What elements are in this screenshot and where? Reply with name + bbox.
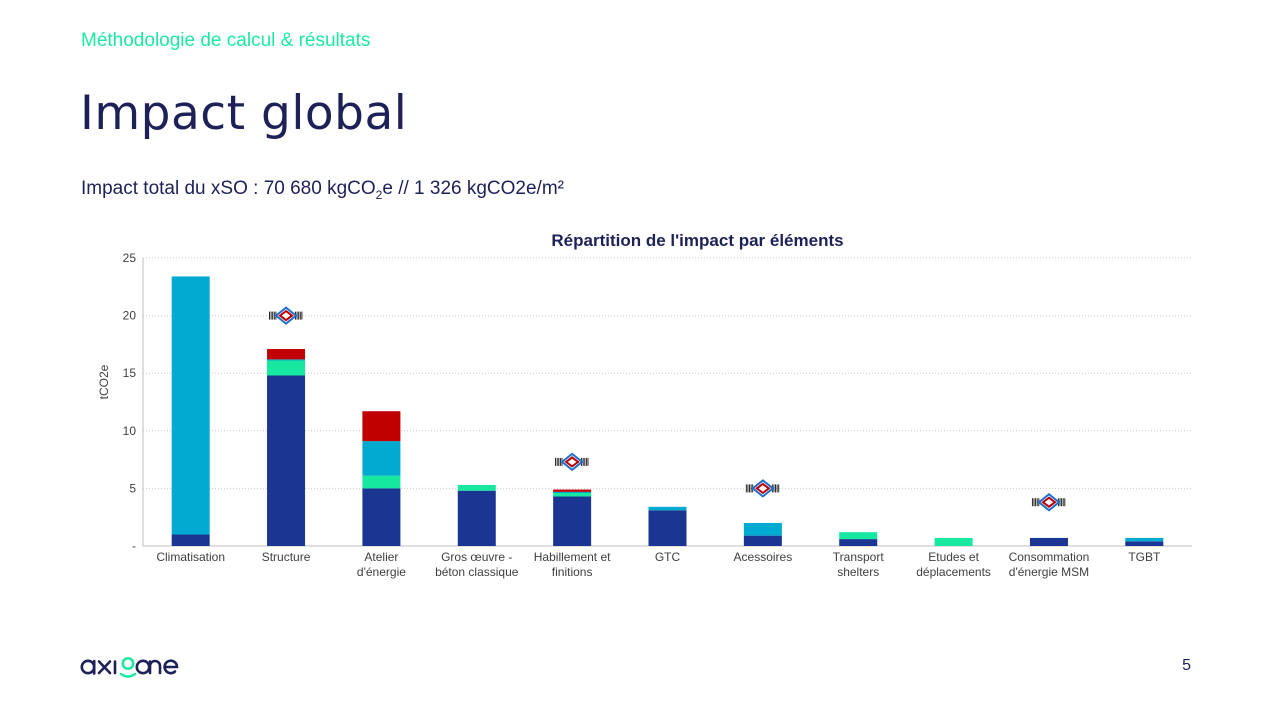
- page-title: Impact global: [80, 86, 408, 141]
- bar-segment: [553, 489, 592, 492]
- bar-segment: [457, 484, 496, 491]
- section-title: Méthodologie de calcul & résultats: [81, 30, 371, 51]
- x-tick-label: d'énergie MSM: [1009, 565, 1089, 579]
- bar-segment: [457, 490, 496, 546]
- y-tick-label: 10: [123, 424, 137, 438]
- chart-title: Répartition de l'impact par éléments: [551, 231, 843, 250]
- bar-segment: [267, 359, 306, 361]
- bar-segment: [839, 532, 878, 540]
- bar-segment: [553, 493, 592, 497]
- page-number: 5: [1182, 657, 1191, 674]
- x-tick-label: Habillement et: [534, 550, 611, 564]
- bar-segment: [267, 375, 306, 546]
- bar-segment: [553, 491, 592, 494]
- x-tick-label: finitions: [552, 565, 593, 579]
- x-tick-label: Etudes et: [928, 550, 979, 564]
- bar-segment: [648, 506, 687, 511]
- bar-segment: [1125, 537, 1164, 542]
- label-badge-icon: [269, 306, 303, 325]
- bar-segment: [743, 535, 782, 546]
- bar-segment: [171, 276, 210, 535]
- x-tick-label: Atelier: [364, 550, 398, 564]
- label-badge-icon: [745, 479, 780, 498]
- x-tick-label: Structure: [262, 550, 311, 564]
- x-tick-label: Climatisation: [156, 550, 225, 564]
- bar-segment: [553, 496, 592, 546]
- x-tick-label: Consommation: [1009, 550, 1090, 564]
- bar-segment: [648, 510, 687, 546]
- x-tick-label: Transport: [833, 550, 885, 564]
- bar-segment: [267, 349, 306, 360]
- x-tick-label: Gros œuvre -: [441, 550, 512, 564]
- bar-segment: [171, 534, 210, 546]
- impact-summary-prefix: Impact total du xSO : 70 680 kgCO: [81, 178, 376, 199]
- impact-summary: Impact total du xSO : 70 680 kgCO2e // 1…: [81, 178, 564, 202]
- y-tick-label: 5: [129, 481, 136, 495]
- y-tick-label: -: [132, 539, 136, 553]
- x-tick-label: GTC: [655, 550, 681, 564]
- x-tick-label: Acessoires: [734, 550, 793, 564]
- bar-segment: [934, 537, 973, 546]
- bar-segment: [743, 522, 782, 536]
- axione-logo: [80, 654, 180, 685]
- y-axis-label: tCO2e: [97, 364, 111, 399]
- impact-summary-subscript: 2: [375, 187, 383, 202]
- bar-segment: [839, 539, 878, 546]
- x-tick-label: béton classique: [435, 565, 519, 579]
- bar-segment: [362, 488, 401, 546]
- bar-segment: [362, 475, 401, 489]
- label-badge-icon: [555, 452, 589, 472]
- bar-segment: [1029, 537, 1068, 546]
- bar-segment: [267, 360, 306, 376]
- y-tick-label: 25: [123, 251, 137, 265]
- bar-segment: [362, 411, 401, 442]
- x-tick-label: shelters: [837, 565, 879, 579]
- x-tick-label: déplacements: [916, 565, 991, 579]
- axione-logo-mark: [80, 657, 179, 678]
- label-badge-icon: [1031, 492, 1066, 512]
- bar-segment: [362, 441, 401, 476]
- bar-segment: [1125, 541, 1164, 546]
- y-tick-label: 15: [123, 366, 137, 380]
- impact-summary-suffix: e // 1 326 kgCO2e/m²: [382, 178, 564, 199]
- x-tick-label: d'énergie: [357, 565, 406, 579]
- x-tick-label: TGBT: [1128, 550, 1161, 564]
- y-tick-label: 20: [123, 309, 137, 323]
